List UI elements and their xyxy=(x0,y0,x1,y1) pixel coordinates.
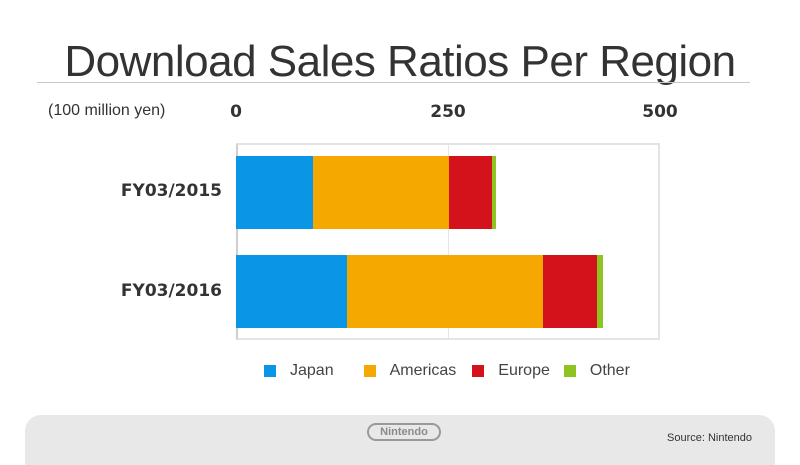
nintendo-logo: Nintendo xyxy=(367,423,441,441)
bar-segment-europe xyxy=(448,156,493,229)
category-label-2016: FY03/2016 xyxy=(120,281,222,301)
gridline-250 xyxy=(448,145,449,339)
bar-fy2015 xyxy=(236,156,497,229)
legend-item-europe: Europe xyxy=(472,362,550,380)
bar-segment-other xyxy=(492,156,497,229)
legend-swatch-japan xyxy=(264,365,276,377)
x-tick-500: 500 xyxy=(642,102,678,122)
legend-item-japan: Japan xyxy=(264,362,334,380)
bar-segment-japan xyxy=(236,255,348,328)
x-tick-250: 250 xyxy=(430,102,466,122)
source-note: Source: Nintendo xyxy=(667,432,752,444)
legend-swatch-europe xyxy=(472,365,485,377)
bar-segment-europe xyxy=(542,255,598,328)
legend-item-other: Other xyxy=(563,362,630,380)
category-label-2015: FY03/2015 xyxy=(120,181,222,201)
plot-area xyxy=(236,143,660,340)
title-divider xyxy=(37,82,750,83)
legend-swatch-other xyxy=(563,365,576,377)
bar-segment-americas xyxy=(313,156,449,229)
legend-label: Other xyxy=(589,362,630,379)
legend-label: Europe xyxy=(498,362,550,379)
x-tick-0: 0 xyxy=(230,102,242,122)
legend-swatch-americas xyxy=(363,365,376,377)
chart-title: Download Sales Ratios Per Region xyxy=(64,37,736,86)
bar-segment-other xyxy=(597,255,604,328)
bar-fy2016 xyxy=(236,255,604,328)
legend-label: Americas xyxy=(389,362,457,379)
legend-label: Japan xyxy=(290,362,334,379)
bar-segment-americas xyxy=(347,255,543,328)
legend-item-americas: Americas xyxy=(363,362,457,380)
legend: Japan Americas Europe Other xyxy=(264,362,654,380)
unit-label: (100 million yen) xyxy=(48,102,166,119)
bar-segment-japan xyxy=(236,156,314,229)
